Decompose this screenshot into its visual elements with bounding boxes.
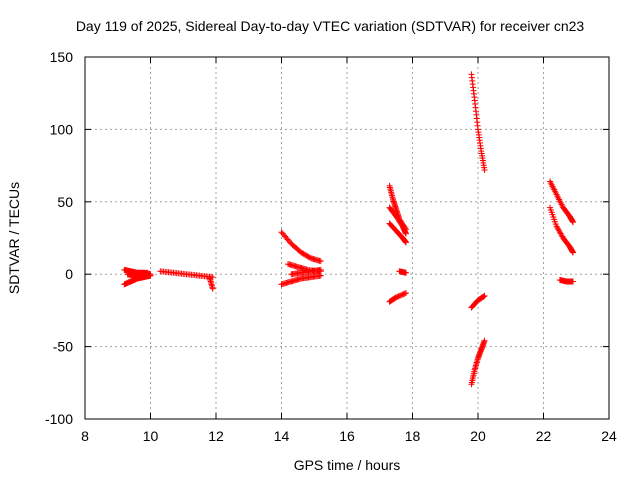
series-seg18 — [547, 178, 576, 226]
y-tick-label: 100 — [50, 121, 74, 137]
data-point — [402, 290, 409, 297]
y-tick-label: 50 — [57, 194, 73, 210]
y-tick-label: -100 — [45, 411, 73, 427]
data-point — [402, 239, 409, 246]
data-point — [480, 293, 487, 300]
x-tick-label: 14 — [274, 428, 290, 444]
data-point — [402, 269, 409, 276]
series-seg3 — [124, 269, 151, 279]
grid — [85, 57, 609, 419]
data-point — [481, 292, 488, 299]
x-tick-label: 16 — [339, 428, 355, 444]
series-seg9 — [288, 266, 324, 278]
x-axis-label: GPS time / hours — [293, 457, 401, 473]
data-point — [209, 285, 216, 292]
series-seg16 — [468, 292, 488, 311]
data-point — [569, 219, 576, 226]
series-seg13 — [396, 268, 409, 276]
series-seg12 — [386, 220, 409, 246]
x-tick-label: 20 — [470, 428, 486, 444]
y-axis-label: SDTVAR / TECUs — [6, 181, 22, 295]
x-tick-label: 8 — [81, 428, 89, 444]
series-seg5 — [206, 274, 216, 292]
y-tick-label: 0 — [65, 266, 73, 282]
x-tick-label: 10 — [143, 428, 159, 444]
data-point — [569, 249, 576, 256]
data-point — [401, 290, 408, 297]
data-point — [147, 272, 154, 279]
y-tick-label: -50 — [53, 339, 73, 355]
series-seg2 — [121, 272, 154, 288]
series-seg17 — [468, 337, 488, 388]
axis-ticks: 8 10 12 14 16 18 20 22 24 150 100 50 0 -50 -100 — [45, 49, 617, 444]
data-points — [121, 71, 576, 388]
x-tick-label: 18 — [405, 428, 421, 444]
y-tick-label: 150 — [50, 49, 74, 65]
data-point — [569, 278, 576, 285]
data-point — [402, 230, 409, 237]
series-seg6 — [278, 229, 324, 265]
data-point — [481, 337, 488, 344]
series-seg11 — [386, 204, 409, 237]
data-point — [481, 166, 488, 173]
series-seg14 — [386, 290, 409, 305]
series-seg20 — [556, 276, 576, 285]
x-tick-label: 12 — [208, 428, 224, 444]
chart-title: Day 119 of 2025, Sidereal Day-to-day VTE… — [75, 18, 585, 34]
series-seg15 — [468, 71, 488, 173]
data-point — [144, 269, 151, 276]
x-tick-label: 22 — [536, 428, 552, 444]
data-point — [317, 266, 324, 273]
x-tick-label: 24 — [601, 428, 617, 444]
series-seg19 — [547, 204, 576, 256]
data-point — [317, 258, 324, 265]
